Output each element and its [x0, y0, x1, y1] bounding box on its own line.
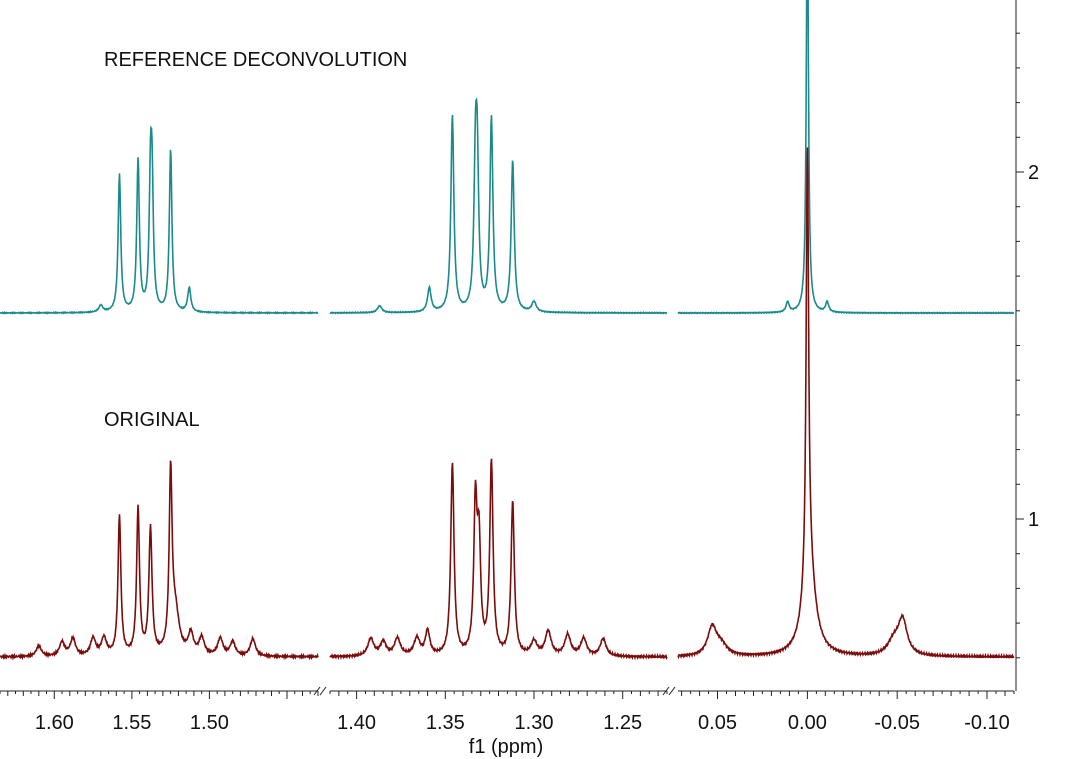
x-axis-title: f1 (ppm)	[469, 736, 543, 758]
y-tick-label: 2	[1028, 162, 1039, 184]
x-tick-label: 0.05	[698, 712, 737, 734]
series-reference-deconvolution	[0, 0, 1015, 315]
x-tick-label: 1.35	[426, 712, 465, 734]
x-tick-label: -0.05	[874, 712, 920, 734]
x-tick-label: 1.50	[190, 712, 229, 734]
axis-break-mark	[313, 686, 321, 696]
series-line-segment	[0, 460, 319, 661]
spectrum-traces	[0, 0, 1015, 661]
y-axis: 12	[1015, 0, 1039, 691]
x-tick-label: -0.10	[964, 712, 1010, 734]
axis-break-mark	[668, 686, 676, 696]
x-axis: 1.60 1.55 1.50 1.40 1.35 1.30 1.25 0.05 0.00 -0.0…	[0, 686, 1015, 734]
series-label-reference-deconvolution: REFERENCE DECONVOLUTION	[104, 49, 407, 71]
x-tick-label: 1.55	[112, 712, 151, 734]
x-tick-label: 1.30	[515, 712, 554, 734]
series-label-original: ORIGINAL	[104, 409, 200, 431]
series-line-segment	[329, 458, 668, 661]
series-line-segment	[677, 0, 1015, 315]
series-original	[0, 147, 1015, 661]
series-line-segment	[329, 97, 668, 315]
x-tick-label: 0.00	[788, 712, 827, 734]
y-tick-label: 1	[1028, 509, 1039, 531]
x-tick-label: 1.60	[35, 712, 74, 734]
series-line-segment	[0, 125, 319, 315]
axis-break-mark	[319, 686, 327, 696]
series-line-segment	[677, 147, 1015, 660]
axis-break-mark	[662, 686, 670, 696]
x-tick-label: 1.40	[337, 712, 376, 734]
x-tick-label: 1.25	[603, 712, 642, 734]
